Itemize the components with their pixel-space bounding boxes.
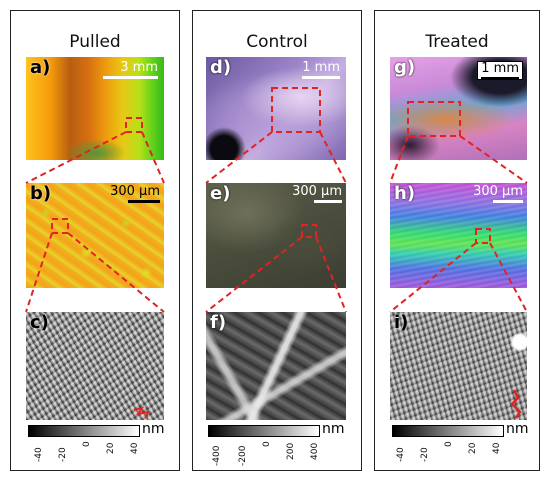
panel-h-optical-zoom: h) 300 µm bbox=[390, 183, 527, 288]
colorbar-tick: -40 bbox=[396, 447, 406, 462]
panel-label-c: c) bbox=[30, 312, 49, 333]
panel-label-h: h) bbox=[394, 183, 416, 204]
colorbar-tick: 40 bbox=[130, 442, 140, 454]
scale-bar-label: 3 mm bbox=[120, 60, 158, 75]
panel-f-afm-image: f) bbox=[206, 312, 346, 420]
column-title-pulled: Pulled bbox=[69, 32, 121, 52]
scale-bar-h: 300 µm bbox=[463, 185, 523, 203]
colorbar-tick: 0 bbox=[444, 441, 454, 447]
panel-label-e: e) bbox=[210, 183, 231, 204]
scale-bar-a: 3 mm bbox=[103, 61, 158, 79]
panel-label-g: g) bbox=[394, 57, 416, 78]
colorbar-tick: 0 bbox=[82, 441, 92, 447]
colorbar-unit-f: nm bbox=[322, 421, 345, 437]
panel-b-optical-zoom: b) 300 µm bbox=[26, 183, 164, 288]
scale-bar-label: 300 µm bbox=[110, 184, 160, 199]
colorbar-i bbox=[392, 425, 504, 437]
panel-c-afm-image: c) bbox=[26, 312, 164, 420]
panel-label-b: b) bbox=[30, 183, 52, 204]
sample-marker-c bbox=[133, 406, 150, 419]
sample-marker-i bbox=[510, 389, 522, 419]
panel-d-optical-image: d) 1 mm bbox=[206, 57, 346, 160]
panel-label-f: f) bbox=[210, 312, 227, 333]
colorbar-tick: 20 bbox=[468, 442, 478, 454]
colorbar-tick: -40 bbox=[34, 447, 44, 462]
colorbar-tick: -20 bbox=[420, 447, 430, 462]
colorbar-c bbox=[28, 425, 140, 437]
scale-bar-label: 1 mm bbox=[481, 61, 519, 76]
panel-label-a: a) bbox=[30, 57, 51, 78]
colorbar-tick: 40 bbox=[492, 442, 502, 454]
scale-bar-label: 300 µm bbox=[473, 184, 523, 199]
scale-bar-d: 1 mm bbox=[295, 61, 340, 79]
panel-e-optical-zoom: e) 300 µm bbox=[206, 183, 346, 288]
panel-a-optical-image: a) 3 mm bbox=[26, 57, 164, 160]
colorbar-unit-i: nm bbox=[506, 421, 529, 437]
colorbar-unit-c: nm bbox=[142, 421, 165, 437]
panel-label-d: d) bbox=[210, 57, 232, 78]
panel-i-afm-image: i) bbox=[390, 312, 527, 420]
colorbar-tick: 200 bbox=[286, 442, 296, 460]
scale-bar-e: 300 µm bbox=[282, 185, 342, 203]
panel-label-i: i) bbox=[394, 312, 409, 333]
column-title-control: Control bbox=[246, 32, 308, 52]
colorbar-tick: 20 bbox=[106, 442, 116, 454]
colorbar-tick: 400 bbox=[310, 442, 320, 460]
colorbar-f bbox=[208, 425, 320, 437]
scale-bar-g: 1 mm bbox=[477, 61, 523, 80]
scale-bar-b: 300 µm bbox=[100, 185, 160, 203]
colorbar-tick: -200 bbox=[238, 445, 248, 466]
colorbar-tick: -400 bbox=[212, 445, 222, 466]
column-title-treated: Treated bbox=[425, 32, 489, 52]
scale-bar-label: 300 µm bbox=[292, 184, 342, 199]
colorbar-tick: -20 bbox=[58, 447, 68, 462]
colorbar-tick: 0 bbox=[262, 441, 272, 447]
panel-g-optical-image: g) 1 mm bbox=[390, 57, 527, 160]
scale-bar-label: 1 mm bbox=[302, 60, 340, 75]
